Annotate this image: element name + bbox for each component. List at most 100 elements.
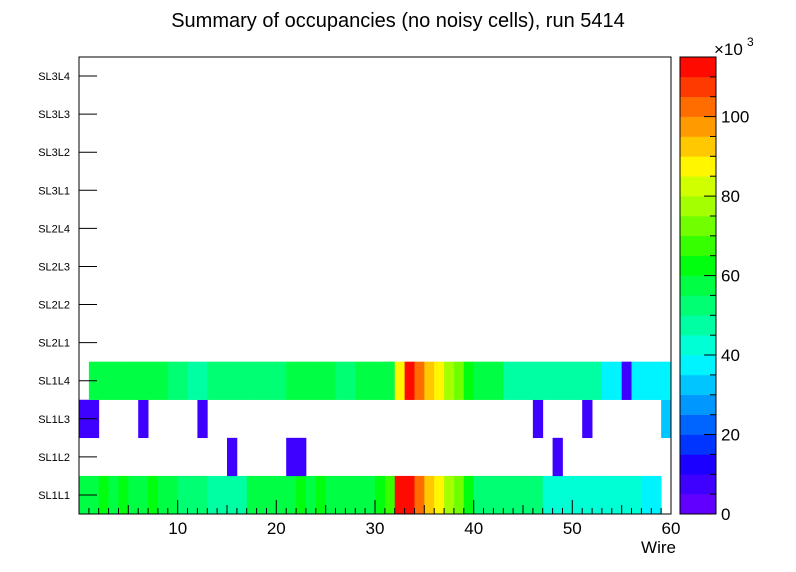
- heatmap-cell-sl1l1-wire-58: [641, 475, 652, 515]
- heatmap-cell-sl1l4-wire-18: [246, 361, 257, 400]
- heatmap-cell-sl1l4-wire-25: [315, 361, 327, 400]
- heatmap-cell-sl1l4-wire-52: [582, 361, 593, 400]
- heatmap-cell-sl1l1-wire-19: [256, 475, 267, 515]
- colorbar-tick-label-60: 60: [721, 267, 740, 286]
- colorbar-segment-8: [680, 335, 716, 356]
- y-tick-label-sl2l3: SL2L3: [38, 262, 70, 274]
- colorbar-tick-label-80: 80: [721, 187, 740, 206]
- colorbar-segment-1: [680, 474, 716, 495]
- colorbar-segment-22: [680, 57, 716, 78]
- heatmap-cell-sl1l1-wire-24: [305, 475, 317, 515]
- colorbar-frame: [679, 56, 717, 515]
- colorbar-tick-label-100: 100: [721, 108, 749, 127]
- heatmap-cell-sl1l4-wire-17: [236, 361, 248, 400]
- heatmap-cell-sl1l1-wire-49: [552, 475, 563, 515]
- heatmap-cell-sl1l4-wire-50: [562, 361, 573, 400]
- heatmap-cell-sl1l4-wire-32: [384, 361, 396, 400]
- heatmap-cell-sl1l4-wire-33: [394, 361, 405, 400]
- heatmap-cell-sl1l4-wire-5: [118, 361, 129, 400]
- heatmap-cell-sl1l1-wire-47: [532, 475, 544, 515]
- heatmap-cell-sl1l4-wire-48: [542, 361, 553, 400]
- colorbar-tick-label-20: 20: [721, 426, 740, 445]
- heatmap-cell-sl1l1-wire-55: [611, 475, 623, 515]
- x-tick-label-30: 30: [366, 519, 385, 538]
- heatmap-cell-sl1l2-wire-23: [296, 437, 307, 477]
- heatmap-cell-sl1l1-wire-41: [473, 475, 484, 515]
- heatmap-cell-sl1l4-wire-35: [414, 361, 425, 400]
- heatmap-cell-sl1l1-wire-20: [266, 475, 277, 515]
- y-tick-label-sl1l2: SL1L2: [38, 452, 70, 464]
- heatmap-cell-sl1l4-wire-7: [138, 361, 149, 400]
- heatmap-cell-sl1l1-wire-3: [98, 475, 109, 515]
- heatmap-cell-sl1l4-wire-21: [276, 361, 287, 400]
- heatmap-cell-sl1l4-wire-10: [167, 361, 179, 400]
- heatmap-cell-sl1l4-wire-37: [434, 361, 445, 400]
- y-tick-label-sl2l1: SL2L1: [38, 338, 70, 350]
- plot-frame: [78, 56, 672, 515]
- heatmap-cell-sl1l1-wire-46: [523, 475, 534, 515]
- heatmap-cell-sl1l1-wire-29: [355, 475, 366, 515]
- heatmap-cell-sl1l1-wire-35: [414, 475, 425, 515]
- x-axis-label: Wire: [641, 538, 676, 557]
- heatmap-cell-sl1l4-wire-40: [463, 361, 475, 400]
- colorbar-exponent-power: 3: [747, 35, 754, 49]
- y-tick-label-sl3l4: SL3L4: [38, 71, 70, 83]
- heatmap-cell-sl1l1-wire-32: [384, 475, 396, 515]
- colorbar-segment-10: [680, 295, 716, 316]
- heatmap-cell-sl1l1-wire-34: [404, 475, 415, 515]
- heatmap-cell-sl1l2-wire-49: [552, 437, 563, 477]
- heatmap-cell-sl1l1-wire-27: [335, 475, 346, 515]
- heatmap-cell-sl1l4-wire-44: [503, 361, 514, 400]
- heatmap-cell-sl1l2-wire-16: [227, 437, 238, 477]
- heatmap-cell-sl1l4-wire-8: [148, 361, 159, 400]
- heatmap-cell-sl1l1-wire-54: [601, 475, 613, 515]
- heatmap-cell-sl1l1-wire-16: [227, 475, 238, 515]
- y-tick-label-sl2l2: SL2L2: [38, 300, 70, 312]
- heatmap-cell-sl1l4-wire-39: [453, 361, 465, 400]
- heatmap-cell-sl1l4-wire-54: [601, 361, 613, 400]
- colorbar-segment-3: [680, 434, 716, 455]
- heatmap-cell-sl1l4-wire-49: [552, 361, 563, 400]
- heatmap-cell-sl1l1-wire-28: [345, 475, 356, 515]
- heatmap-cell-sl1l4-wire-59: [651, 361, 662, 400]
- heatmap-cell-sl1l1-wire-14: [207, 475, 218, 515]
- heatmap-cell-sl1l1-wire-13: [197, 475, 208, 515]
- heatmap-cell-sl1l1-wire-8: [148, 475, 159, 515]
- colorbar-segment-4: [680, 414, 716, 435]
- heatmap-cell-sl1l1-wire-44: [503, 475, 514, 515]
- heatmap-cell-sl1l4-wire-27: [335, 361, 346, 400]
- heatmap-cell-sl1l4-wire-34: [404, 361, 415, 400]
- heatmap-cell-sl1l1-wire-36: [424, 475, 435, 515]
- colorbar-segment-9: [680, 315, 716, 336]
- heatmap-cell-sl1l1-wire-53: [592, 475, 603, 515]
- heatmap-cell-sl1l4-wire-58: [641, 361, 652, 400]
- heatmap-cell-sl1l4-wire-53: [592, 361, 603, 400]
- heatmap-cell-sl1l4-wire-19: [256, 361, 267, 400]
- chart-title: Summary of occupancies (no noisy cells),…: [171, 10, 625, 32]
- x-tick-label-20: 20: [267, 519, 286, 538]
- heatmap-cell-sl1l1-wire-48: [542, 475, 553, 515]
- heatmap-cell-sl1l1-wire-30: [365, 475, 376, 515]
- heatmap-cell-sl1l4-wire-36: [424, 361, 435, 400]
- y-tick-label-sl1l3: SL1L3: [38, 414, 70, 426]
- heatmap-cell-sl1l4-wire-51: [572, 361, 583, 400]
- colorbar-segment-6: [680, 374, 716, 396]
- heatmap-cell-sl1l1-wire-59: [651, 475, 662, 515]
- heatmap-cell-sl1l4-wire-46: [523, 361, 534, 400]
- colorbar-segment-17: [680, 156, 716, 177]
- y-tick-label-sl1l1: SL1L1: [38, 490, 70, 502]
- colorbar-segment-15: [680, 196, 716, 217]
- heatmap-cell-sl1l1-wire-6: [128, 475, 139, 515]
- colorbar-tick-label-40: 40: [721, 346, 740, 365]
- heatmap-cell-sl1l4-wire-57: [631, 361, 642, 400]
- colorbar-segment-5: [680, 394, 716, 415]
- heatmap-cell-sl1l1-wire-51: [572, 475, 583, 515]
- heatmap-cell-sl1l4-wire-45: [513, 361, 524, 400]
- y-tick-label-sl2l4: SL2L4: [38, 223, 70, 235]
- colorbar-segment-18: [680, 136, 716, 157]
- heatmap-cell-sl1l4-wire-22: [286, 361, 297, 400]
- heatmap-cell-sl1l3-wire-52: [582, 399, 593, 439]
- heatmap-cell-sl1l3-wire-47: [532, 399, 544, 439]
- heatmap-cell-sl1l4-wire-4: [108, 361, 119, 400]
- heatmap-cell-sl1l1-wire-40: [463, 475, 475, 515]
